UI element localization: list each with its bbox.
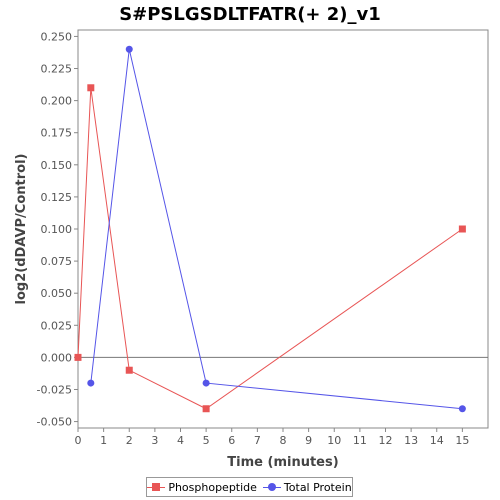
- x-tick-label: 6: [228, 434, 235, 447]
- x-tick-label: 14: [430, 434, 444, 447]
- x-tick-label: 3: [151, 434, 158, 447]
- x-tick-label: 2: [126, 434, 133, 447]
- legend-swatch-circle-icon: [262, 482, 281, 492]
- y-tick-label: 0.075: [41, 255, 73, 268]
- x-tick-label: 13: [404, 434, 418, 447]
- x-tick-label: 1: [100, 434, 107, 447]
- y-tick-label: 0.100: [41, 223, 73, 236]
- y-tick-label: 0.025: [41, 319, 73, 332]
- x-axis-title: Time (minutes): [227, 455, 338, 470]
- data-point-phosphopeptide: [87, 84, 95, 92]
- x-tick-label: 4: [177, 434, 184, 447]
- y-tick-label: -0.025: [37, 383, 72, 396]
- y-tick-label: 0.250: [41, 30, 73, 43]
- y-axis: -0.050 -0.025 0.000 0.025 0.050 0.075 0.100 0.1…: [37, 30, 78, 429]
- y-tick-label: 0.175: [41, 127, 73, 140]
- legend-label: Phosphopeptide: [168, 480, 257, 494]
- data-point-phosphopeptide: [125, 366, 133, 374]
- y-axis-title: log2(dDAVP/Control): [14, 154, 29, 305]
- x-axis: 0 1 2 3 4 5 6 7 8 9 10 11 12 13 14 15: [75, 428, 469, 447]
- data-point-total-protein: [458, 405, 466, 413]
- x-tick-label: 10: [327, 434, 341, 447]
- x-tick-label: 12: [379, 434, 393, 447]
- series-layer: [74, 45, 466, 413]
- data-point-total-protein: [125, 45, 133, 53]
- x-tick-label: 15: [455, 434, 469, 447]
- y-tick-label: 0.000: [41, 351, 73, 364]
- x-tick-label: 11: [353, 434, 367, 447]
- series-line-total-protein: [90, 49, 463, 410]
- plot-area: [77, 29, 489, 429]
- y-tick-label: 0.200: [41, 95, 73, 108]
- y-tick-label: 0.125: [41, 191, 73, 204]
- x-tick-label: 9: [305, 434, 312, 447]
- x-tick-label: 0: [75, 434, 82, 447]
- y-tick-label: 0.225: [41, 63, 73, 76]
- y-tick-label: 0.150: [41, 159, 73, 172]
- y-tick-label: 0.050: [41, 287, 73, 300]
- data-point-total-protein: [202, 379, 210, 387]
- legend-label: Total Protein: [283, 480, 352, 494]
- x-tick-label: 8: [280, 434, 287, 447]
- legend-item-total-protein: Total Protein: [262, 480, 352, 494]
- legend-swatch-square-icon: [147, 482, 166, 492]
- legend: Phosphopeptide Total Protein: [146, 477, 353, 497]
- data-point-phosphopeptide: [458, 225, 466, 233]
- legend-item-phosphopeptide: Phosphopeptide: [147, 481, 257, 494]
- y-tick-label: -0.050: [37, 416, 72, 429]
- x-tick-label: 7: [254, 434, 261, 447]
- chart-title: S#PSLGSDLTFATR(+ 2)_v1: [119, 4, 381, 25]
- x-tick-label: 5: [203, 434, 210, 447]
- data-point-phosphopeptide: [202, 405, 210, 413]
- data-point-total-protein: [87, 379, 95, 387]
- data-point-phosphopeptide: [74, 353, 82, 361]
